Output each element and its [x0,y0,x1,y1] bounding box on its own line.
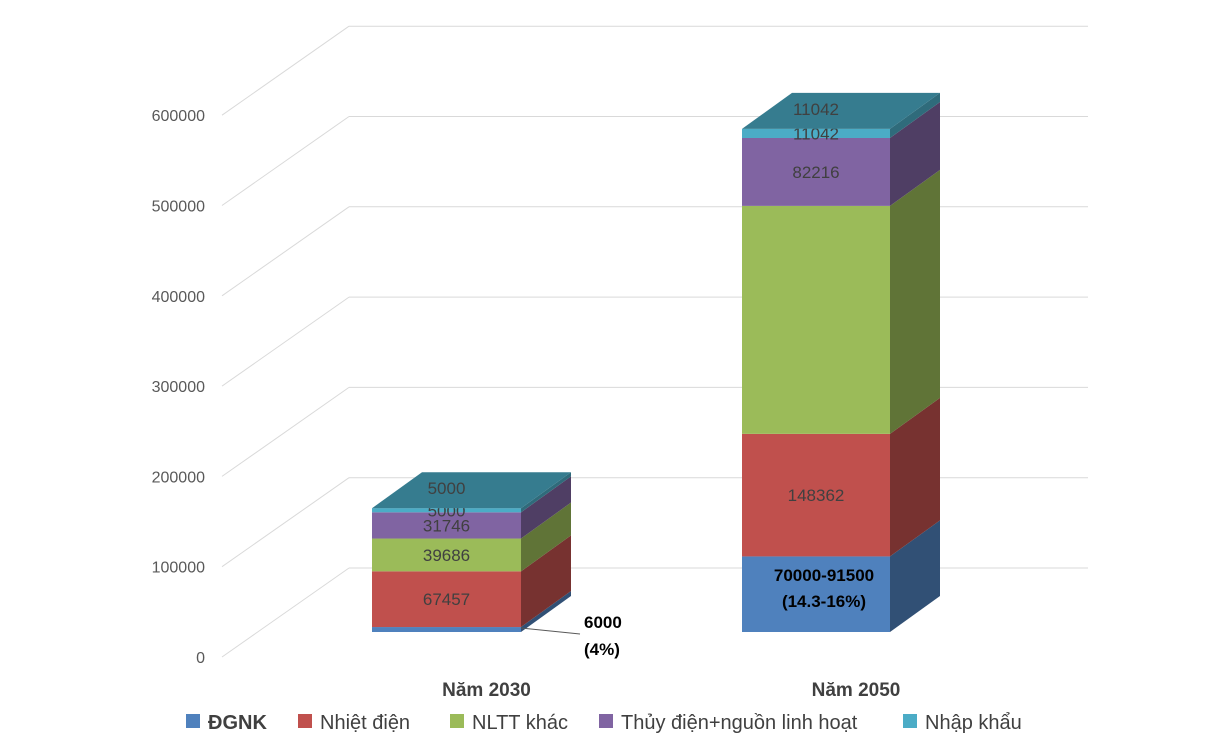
y-tick-label: 0 [196,650,205,667]
legend-swatch [903,714,917,728]
data-label: 11042 [793,124,839,143]
gridline-depth-0 [221,567,350,658]
bar-segment-Nhập khẩu [372,508,521,513]
annotation-leader [520,627,581,635]
legend-label: Nhập khẩu [925,712,1022,734]
bar-top [742,92,940,129]
data-label: 11042 [793,100,839,119]
legend-swatch [599,714,613,728]
annotation-line2: (14.3-16%) [782,592,866,611]
data-label: 31746 [423,516,470,535]
bar-side-NLTT khác [521,502,571,572]
gridline-depth-500000 [221,116,350,206]
legend-item: NLTT khác [450,712,568,734]
bar-side-Nhiệt điện [890,397,940,557]
legend-label: ĐGNK [208,712,267,734]
gridline-depth-200000 [221,386,350,477]
bar-segment-Thủy điện+nguồn linh hoạt [742,137,890,206]
x-category-label: Năm 2050 [812,680,901,701]
bar-segment-Nhập khẩu [742,128,890,138]
bar-side-Thủy điện+nguồn linh hoạt [521,476,571,539]
legend-label: Nhiệt điện [320,712,410,734]
legend-swatch [186,714,200,728]
legend-swatch [298,714,312,728]
bar-side-Nhập khẩu [890,92,940,138]
bar-segment-NLTT khác [372,538,521,572]
bar-segment-ĐGNK [372,627,521,632]
y-tick-label: 300000 [152,379,205,396]
bar-stack-1: 148362 82216 11042 11042 [742,92,940,632]
y-tick-label: 100000 [152,560,205,577]
legend-label: Thủy điện+nguồn linh hoạt [621,712,858,734]
data-label: 82216 [792,163,839,182]
legend-label: NLTT khác [472,712,568,734]
bar-segment-Thủy điện+nguồn linh hoạt [372,512,521,539]
bar-segment-NLTT khác [742,205,890,434]
gridline-depth-300000 [221,296,350,387]
bar-side-Nhập khẩu [521,472,571,513]
annotation-line1: 6000 [584,613,622,632]
y-tick-label: 400000 [152,289,205,306]
annotation-line2: (4%) [584,640,620,659]
bar-side-Thủy điện+nguồn linh hoạt [890,101,940,206]
bar-top [372,472,571,509]
data-label: 67457 [423,590,470,609]
bar-side-ĐGNK [521,591,571,632]
bar-side-NLTT khác [890,169,940,434]
annotation-line1: 70000-91500 [774,566,874,585]
data-label: 39686 [423,546,470,565]
data-label: 5000 [428,479,466,498]
x-category-label: Năm 2030 [442,680,531,701]
gridline-depth-400000 [221,206,350,297]
gridline-depth-600000 [221,25,350,116]
y-tick-label: 500000 [152,199,205,216]
legend-item: Nhập khẩu [903,712,1022,734]
bar-segment-Nhiệt điện [372,571,521,628]
bar-segment-Nhiệt điện [742,433,890,557]
legend-item: ĐGNK [186,712,267,734]
legend-item: Thủy điện+nguồn linh hoạt [599,712,858,734]
data-label: 148362 [788,486,845,505]
gridline-depth-100000 [221,477,350,568]
y-tick-label: 600000 [152,108,205,125]
legend-swatch [450,714,464,728]
bar-segment-ĐGNK [742,556,890,632]
y-tick-label: 200000 [152,469,205,486]
bar-side-Nhiệt điện [521,535,571,628]
legend-item: Nhiệt điện [298,712,410,734]
bar-side-ĐGNK [890,520,940,632]
